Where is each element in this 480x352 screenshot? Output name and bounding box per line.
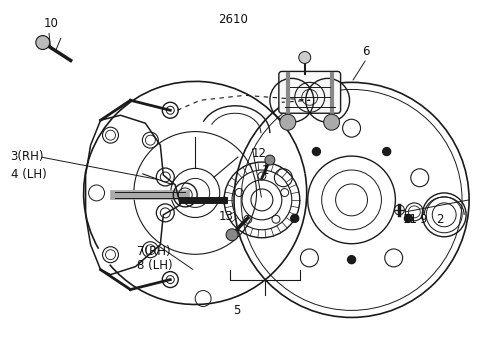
Text: 8 (LH): 8 (LH) — [137, 259, 173, 272]
Circle shape — [324, 114, 340, 130]
Circle shape — [299, 51, 311, 63]
Text: 2: 2 — [436, 213, 444, 226]
Text: 7(RH): 7(RH) — [137, 245, 171, 258]
Circle shape — [383, 147, 391, 156]
Text: 11: 11 — [403, 213, 418, 226]
FancyBboxPatch shape — [279, 71, 341, 113]
Text: 1: 1 — [262, 164, 269, 177]
Text: 13: 13 — [218, 210, 233, 223]
Circle shape — [291, 214, 299, 222]
Circle shape — [226, 229, 238, 241]
Circle shape — [265, 155, 275, 165]
Text: 3(RH): 3(RH) — [11, 150, 44, 163]
Circle shape — [348, 256, 356, 264]
Text: 6: 6 — [362, 45, 370, 58]
Text: 5: 5 — [233, 304, 240, 318]
Circle shape — [312, 147, 321, 156]
Text: 10: 10 — [44, 17, 59, 30]
Circle shape — [405, 214, 412, 222]
Circle shape — [36, 36, 50, 50]
Text: 12: 12 — [252, 147, 267, 160]
Circle shape — [280, 114, 296, 130]
Text: 2610: 2610 — [218, 13, 248, 26]
Text: 9: 9 — [420, 213, 427, 226]
Text: 4 (LH): 4 (LH) — [11, 168, 46, 181]
